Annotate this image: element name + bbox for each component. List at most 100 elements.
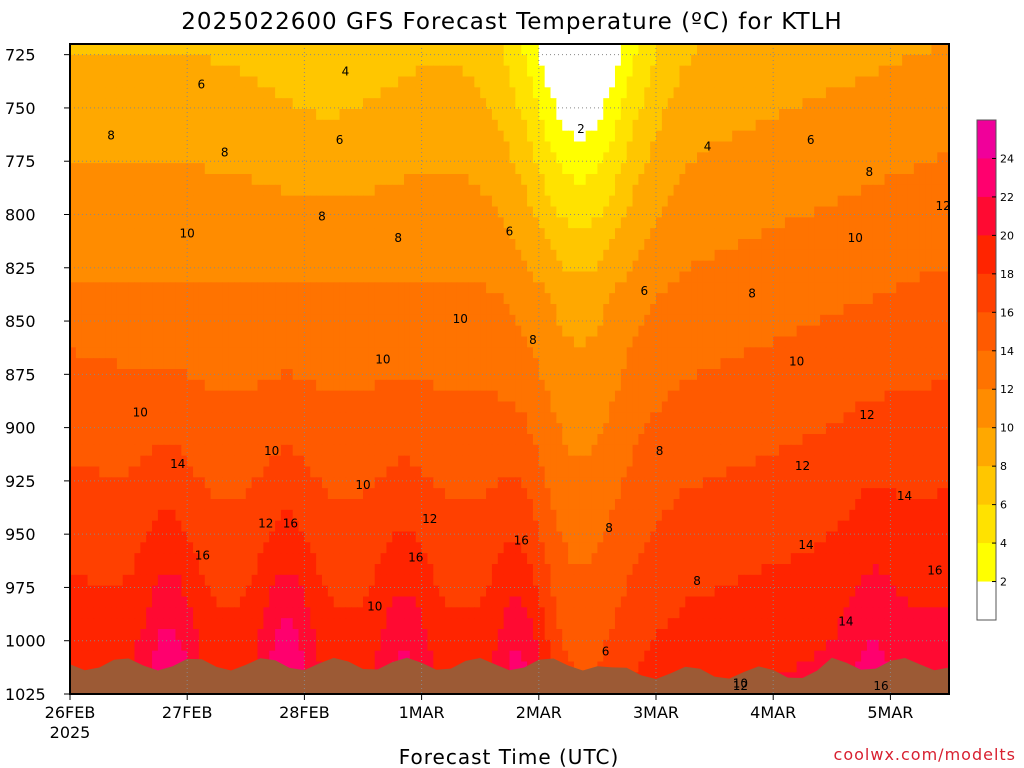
field-cell: [404, 87, 411, 99]
field-cell: [872, 347, 880, 359]
field-cell: [632, 347, 640, 359]
field-cell: [152, 109, 159, 121]
field-cell: [462, 271, 470, 283]
field-cell: [128, 336, 136, 348]
field-cell: [802, 239, 809, 251]
field-cell: [544, 293, 552, 305]
field-cell: [702, 184, 710, 197]
field-cell: [99, 314, 106, 327]
field-cell: [327, 369, 335, 381]
field-cell: [556, 109, 563, 121]
field-cell: [415, 239, 423, 251]
field-cell: [427, 174, 434, 186]
field-cell: [855, 109, 862, 121]
field-cell: [398, 249, 405, 262]
field-cell: [644, 65, 651, 78]
field-cell: [421, 249, 429, 262]
field-cell: [280, 184, 288, 197]
field-cell: [609, 152, 616, 164]
field-cell: [831, 336, 839, 348]
field-cell: [784, 206, 792, 218]
field-cell: [116, 184, 124, 197]
field-cell: [474, 109, 481, 121]
field-cell: [814, 336, 821, 348]
field-cell: [357, 184, 364, 197]
field-cell: [345, 174, 352, 186]
field-cell: [486, 54, 493, 67]
field-cell: [116, 152, 124, 164]
field-cell: [767, 206, 774, 218]
field-cell: [661, 65, 669, 78]
field-cell: [597, 228, 604, 240]
field-cell: [152, 174, 159, 186]
field-cell: [228, 228, 235, 240]
field-cell: [345, 119, 352, 132]
field-cell: [409, 282, 417, 294]
field-cell: [802, 293, 809, 305]
field-cell: [597, 271, 604, 283]
field-cell: [392, 314, 399, 327]
field-cell: [937, 271, 944, 283]
field-cell: [99, 249, 106, 262]
field-cell: [93, 249, 100, 262]
field-cell: [398, 65, 405, 78]
field-cell: [878, 347, 886, 359]
field-cell: [333, 152, 341, 164]
field-cell: [509, 119, 516, 132]
field-cell: [128, 304, 136, 316]
field-cell: [222, 195, 229, 208]
field-cell: [222, 347, 229, 359]
field-cell: [620, 152, 628, 164]
field-cell: [445, 271, 452, 283]
field-cell: [491, 271, 499, 283]
field-cell: [175, 379, 182, 392]
field-cell: [327, 249, 335, 262]
field-cell: [702, 228, 710, 240]
field-cell: [134, 152, 141, 164]
field-cell: [650, 98, 657, 110]
field-cell: [392, 65, 399, 78]
field-cell: [538, 130, 546, 143]
field-cell: [884, 228, 891, 240]
field-cell: [937, 249, 944, 262]
field-cell: [193, 217, 200, 229]
field-cell: [198, 325, 206, 338]
field-cell: [691, 217, 698, 229]
field-cell: [902, 271, 909, 283]
field-cell: [562, 195, 569, 208]
field-cell: [538, 163, 546, 175]
field-cell: [825, 249, 833, 262]
field-cell: [532, 358, 540, 370]
field-cell: [837, 358, 845, 370]
field-cell: [808, 347, 815, 359]
field-cell: [427, 195, 434, 208]
field-cell: [597, 369, 604, 381]
field-cell: [573, 228, 581, 240]
field-cell: [251, 44, 259, 56]
field-cell: [310, 358, 317, 370]
field-cell: [134, 369, 141, 381]
field-cell: [450, 228, 458, 240]
field-cell: [626, 271, 634, 283]
field-cell: [234, 347, 241, 359]
field-cell: [738, 271, 745, 283]
field-cell: [116, 76, 124, 88]
field-cell: [93, 336, 100, 348]
field-cell: [691, 282, 698, 294]
field-cell: [661, 76, 669, 88]
field-cell: [749, 325, 757, 338]
field-cell: [931, 54, 938, 67]
field-cell: [521, 271, 528, 283]
field-cell: [937, 390, 944, 403]
field-cell: [480, 54, 487, 67]
field-cell: [70, 98, 77, 110]
field-cell: [439, 239, 446, 251]
field-cell: [626, 76, 634, 88]
field-cell: [263, 141, 270, 153]
field-cell: [269, 358, 276, 370]
field-cell: [673, 54, 681, 67]
field-cell: [169, 109, 177, 121]
field-cell: [175, 239, 182, 251]
field-cell: [128, 44, 136, 56]
field-cell: [491, 130, 499, 143]
